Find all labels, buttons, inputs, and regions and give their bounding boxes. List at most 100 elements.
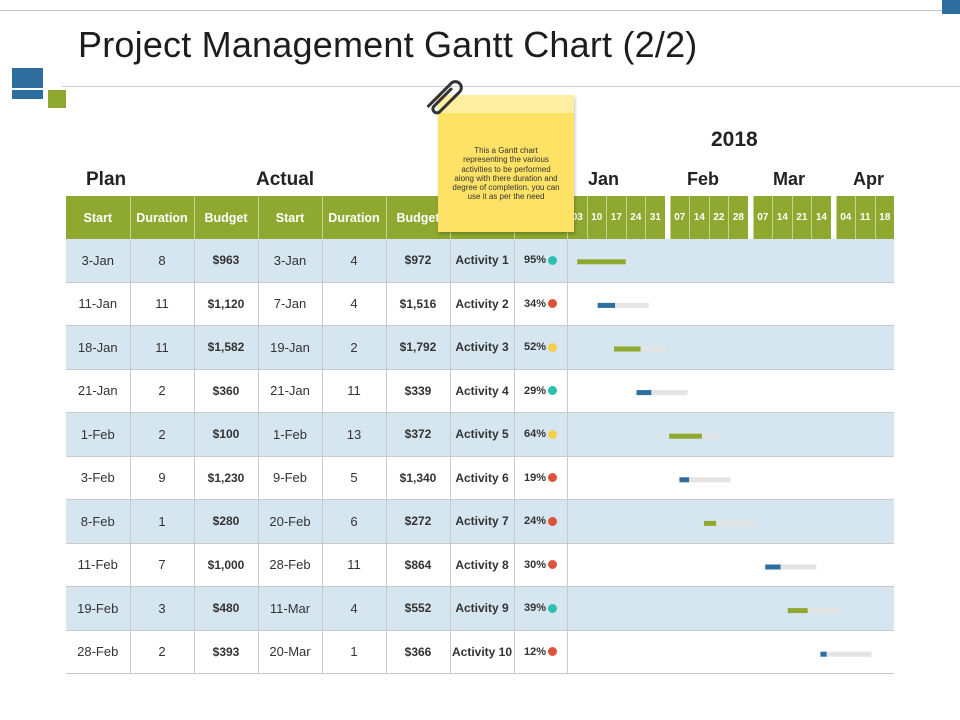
bar-progress [703,520,717,526]
cell-actual-start: 20-Mar [258,630,323,674]
cell-actual-budget: $272 [386,499,451,544]
cell-actual-start: 20-Feb [258,499,323,544]
cell-activity: Activity 7 [450,499,515,544]
year-label: 2018 [711,128,758,151]
cell-timeline [567,499,894,544]
cell-actual-start: 7-Jan [258,282,323,326]
col-header-plan-duration: Duration [130,196,195,239]
week-label: 11 [855,196,875,239]
bar-progress [614,346,641,352]
cell-plan-start: 8-Feb [66,499,131,544]
completion-label: 19% [523,471,547,484]
cell-activity: Activity 9 [450,586,515,631]
table-row: 11-Jan 11 $1,120 7-Jan 4 $1,516 Activity 2 34% [66,282,894,326]
bar-progress [597,302,616,308]
cell-completion: 34% [514,282,568,326]
cell-plan-budget: $480 [194,586,259,631]
week-label: 17 [606,196,626,239]
cell-actual-duration: 4 [322,239,387,283]
bar-track [820,651,872,657]
cell-completion: 29% [514,369,568,413]
bar-progress [679,477,690,483]
week-label: 21 [791,196,812,239]
cell-plan-duration: 2 [130,412,195,457]
completion-label: 29% [523,384,547,397]
bar-track [679,477,731,483]
bar-progress [669,433,702,439]
col-header-actual-duration: Duration [322,196,387,239]
cell-activity: Activity 1 [450,239,515,283]
cell-actual-duration: 2 [322,325,387,370]
paperclip-icon [426,80,463,115]
status-dot [548,516,558,526]
cell-actual-duration: 5 [322,456,387,500]
bar-progress [820,651,827,657]
week-label: 14 [772,196,792,239]
bar-progress [577,259,626,265]
table-row: 11-Feb 7 $1,000 28-Feb 11 $864 Activity 8 30% [66,543,894,587]
table-row: 3-Jan 8 $963 3-Jan 4 $972 Activity 1 95% [66,239,894,283]
cell-timeline [567,369,894,413]
bar-track [703,520,756,526]
week-label: 14 [811,196,831,239]
week-label: 10 [586,196,607,239]
cell-plan-start: 18-Jan [66,325,131,370]
cell-plan-duration: 8 [130,239,195,283]
bar-track [636,390,688,396]
week-label: 28 [728,196,748,239]
status-dot [548,647,558,657]
status-dot [548,299,558,309]
cell-plan-start: 19-Feb [66,586,131,631]
month-gap [664,196,670,239]
cell-plan-budget: $963 [194,239,259,283]
cell-actual-budget: $1,516 [386,282,451,326]
table-row: 21-Jan 2 $360 21-Jan 11 $339 Activity 4 29% [66,369,894,413]
cell-actual-start: 9-Feb [258,456,323,500]
cell-actual-duration: 1 [322,630,387,674]
decor-square-blue [12,68,43,88]
bar-track [787,608,839,614]
cell-activity: Activity 3 [450,325,515,370]
cell-actual-duration: 4 [322,586,387,631]
cell-plan-duration: 1 [130,499,195,544]
week-label: 22 [708,196,729,239]
cell-actual-start: 21-Jan [258,369,323,413]
cell-plan-start: 11-Feb [66,543,131,587]
status-dot [548,603,558,613]
cell-plan-duration: 3 [130,586,195,631]
completion-label: 95% [523,254,547,267]
cell-activity: Activity 2 [450,282,515,326]
cell-actual-duration: 6 [322,499,387,544]
week-label: 31 [645,196,665,239]
month-label-jan: Jan [588,169,620,189]
cell-plan-budget: $360 [194,369,259,413]
cell-completion: 24% [514,499,568,544]
cell-plan-duration: 7 [130,543,195,587]
cell-plan-budget: $1,000 [194,543,259,587]
completion-label: 52% [523,341,547,354]
cell-actual-budget: $1,340 [386,456,451,500]
cell-actual-start: 3-Jan [258,239,323,283]
page-title: Project Management Gantt Chart (2/2) [78,24,698,65]
cell-activity: Activity 4 [450,369,515,413]
week-label: 24 [625,196,646,239]
title-rule [62,86,960,87]
cell-activity: Activity 10 [450,630,515,674]
cell-actual-budget: $1,792 [386,325,451,370]
corner-accent [942,0,960,14]
cell-actual-duration: 4 [322,282,387,326]
table-row: 19-Feb 3 $480 11-Mar 4 $552 Activity 9 39% [66,586,894,631]
cell-actual-duration: 11 [322,369,387,413]
cell-actual-duration: 13 [322,412,387,457]
week-header: 03 10 17 24 31 07 14 22 28 07 14 21 14 04 11 18 [567,196,895,239]
cell-plan-budget: $100 [194,412,259,457]
cell-plan-start: 3-Jan [66,239,131,283]
cell-actual-budget: $864 [386,543,451,587]
cell-plan-budget: $1,582 [194,325,259,370]
completion-label: 12% [523,645,547,658]
cell-plan-start: 1-Feb [66,412,131,457]
cell-activity: Activity 5 [450,412,515,457]
cell-plan-duration: 9 [130,456,195,500]
completion-label: 39% [523,602,547,615]
